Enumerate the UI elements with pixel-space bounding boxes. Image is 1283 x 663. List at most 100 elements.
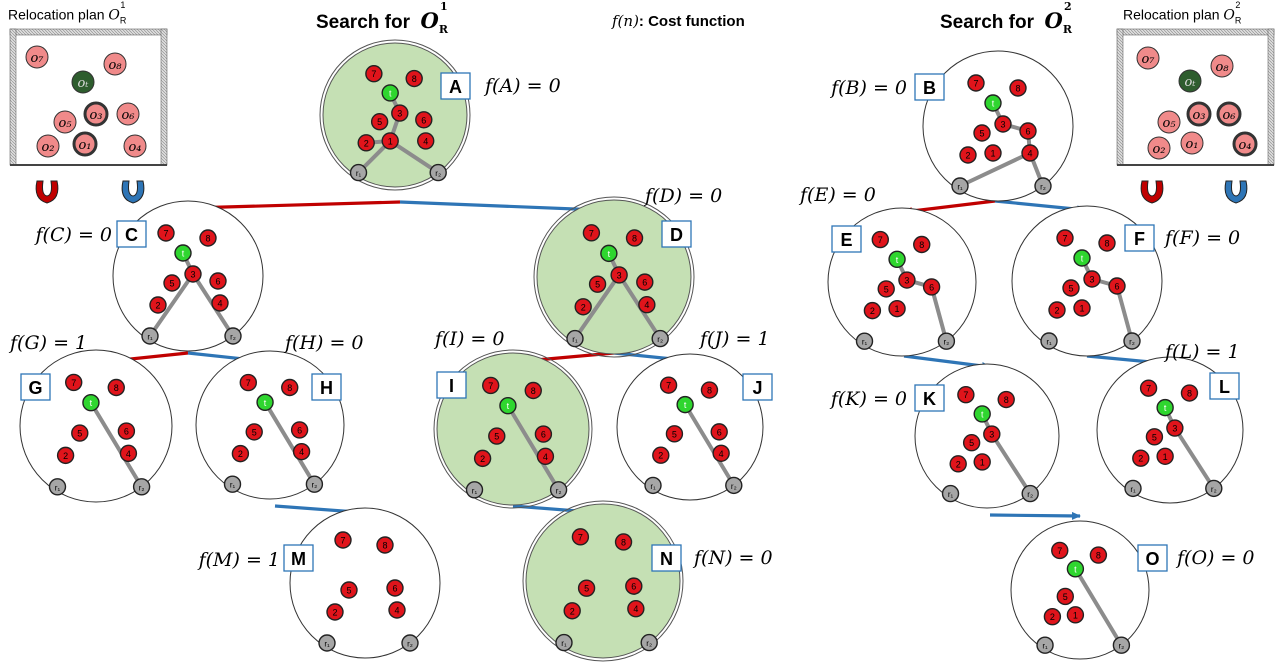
- object-o5: 5: [962, 434, 981, 452]
- object-o6: 6: [209, 272, 227, 290]
- object-o6: 6: [415, 111, 433, 129]
- object-label: t: [264, 398, 267, 408]
- right-plan-sub: R: [1234, 15, 1242, 26]
- plan-object-disc: [123, 134, 147, 158]
- object-disc: [710, 423, 728, 441]
- node-outer-ring: [522, 500, 684, 662]
- node-label-box: [1209, 372, 1240, 400]
- object-label: 5: [969, 438, 974, 448]
- plan-object-disc: [116, 102, 140, 126]
- object-label: r₂: [312, 481, 318, 490]
- object-label: 1: [1073, 610, 1078, 620]
- object-label: 1: [1163, 452, 1168, 462]
- object-o6: 6: [117, 422, 136, 440]
- plan-object-label: o₁: [78, 138, 91, 153]
- robot-r1: r₁: [855, 332, 874, 350]
- object-label: r₁: [1042, 642, 1048, 651]
- robot-r1: r₁: [48, 478, 67, 496]
- object-label: 7: [578, 532, 583, 542]
- node-label-text: H: [320, 378, 333, 398]
- object-o5: 5: [1056, 587, 1074, 606]
- plan-object-label: o₁: [1185, 137, 1198, 152]
- object-label: r₁: [324, 640, 330, 649]
- object-label: t: [1081, 254, 1084, 264]
- object-disc: [625, 229, 644, 247]
- robot-r1: r₁: [349, 163, 368, 182]
- object-label: 3: [1089, 275, 1094, 285]
- object-disc: [1124, 479, 1142, 498]
- object-label: 2: [364, 138, 369, 148]
- object-label: r₂: [1211, 485, 1217, 494]
- node-circle: [19, 349, 173, 503]
- gripper-shape: [121, 180, 145, 204]
- object-label: 4: [633, 604, 638, 614]
- object-label: 4: [126, 449, 131, 459]
- left-plan-title: Relocation plan OR 1: [8, 0, 131, 25]
- node-cost-label: f(L) = 1: [1163, 341, 1240, 363]
- blue-gripper-icon-right: [1224, 180, 1248, 204]
- node-circle: [1010, 520, 1150, 660]
- plan-object-disc: [1210, 54, 1234, 78]
- object-label: 2: [238, 449, 243, 459]
- object-disc: [997, 390, 1015, 409]
- object-disc: [1089, 546, 1108, 564]
- object-disc: [184, 265, 202, 283]
- left-relocation-plan: o₇ o₈ oₜ o₃ o₆ o₅ o₂ o₁ o₄: [9, 28, 168, 166]
- object-o5: 5: [488, 427, 506, 445]
- gripper-shape: [35, 180, 59, 204]
- object-disc: [1009, 79, 1027, 97]
- object-disc: [1021, 144, 1039, 162]
- object-label: r₂: [731, 482, 737, 491]
- object-disc: [1156, 447, 1174, 465]
- object-o4: 4: [638, 296, 656, 314]
- object-label: 3: [989, 430, 994, 440]
- node-b: 7 8 t 3 5 6 4 2 1 r₁ r₂ Bf(B) = 0: [829, 50, 1074, 202]
- object-disc: [1205, 479, 1223, 498]
- node-label-box: [20, 373, 51, 401]
- robot-r2: r₂: [725, 476, 743, 495]
- robot-r1: r₁: [1124, 479, 1142, 498]
- object-label: 4: [299, 447, 304, 457]
- right-relocation-plan: o₇ o₈ oₜ o₃ o₆ o₅ o₂ o₁ o₄: [1116, 28, 1275, 166]
- object-label: r₂: [646, 639, 652, 648]
- robot-r1: r₁: [223, 475, 242, 493]
- node-cost-label: f(B) = 0: [829, 77, 907, 99]
- object-o8: 8: [1009, 79, 1027, 97]
- object-disc: [983, 425, 1001, 443]
- node-h: 7 8 t 5 6 4 2 r₁ r₂ Hf(H) = 0: [195, 332, 364, 500]
- node-cost-label: f(O) = 0: [1175, 547, 1255, 569]
- object-label: 5: [979, 129, 984, 139]
- object-o3: 3: [898, 271, 916, 289]
- object-disc: [725, 476, 743, 495]
- node-label-box: [651, 544, 682, 572]
- object-disc: [571, 528, 590, 546]
- object-label: 8: [707, 386, 712, 396]
- node-e: 7 8 t 3 5 6 2 1 r₁ r₂ Ef(E) = 0: [798, 184, 977, 357]
- object-disc: [56, 446, 75, 465]
- plan-object-disc: [1147, 136, 1171, 160]
- red-gripper-icon-right: [1140, 180, 1164, 204]
- node-cost-label: f(I) = 0: [433, 328, 504, 350]
- node-m: 7 8 5 6 4 2 r₁ r₂ Mf(M) = 1: [197, 507, 441, 659]
- object-disc: [922, 278, 941, 296]
- object-label: 8: [1015, 84, 1020, 94]
- plan-object-o7: o₇: [1136, 46, 1160, 70]
- object-o2: 2: [326, 603, 344, 621]
- object-label: 2: [1050, 612, 1055, 622]
- object-label: t: [389, 88, 392, 98]
- object-label: 8: [531, 386, 536, 396]
- node-label-text: F: [1134, 229, 1145, 249]
- object-label: 7: [1146, 384, 1151, 394]
- object-label: 6: [392, 584, 397, 594]
- object-label: 7: [163, 229, 168, 239]
- node-cost-label: f(N) = 0: [692, 547, 773, 569]
- target-object: t: [984, 94, 1002, 112]
- node-cost-label: f(C) = 0: [34, 224, 112, 246]
- node-edge: [388, 138, 441, 175]
- robot-r2: r₂: [651, 329, 669, 348]
- plan-object-label: oₜ: [77, 76, 89, 91]
- object-disc: [1156, 398, 1174, 417]
- robot-r2: r₂: [937, 332, 956, 350]
- object-disc: [381, 84, 399, 102]
